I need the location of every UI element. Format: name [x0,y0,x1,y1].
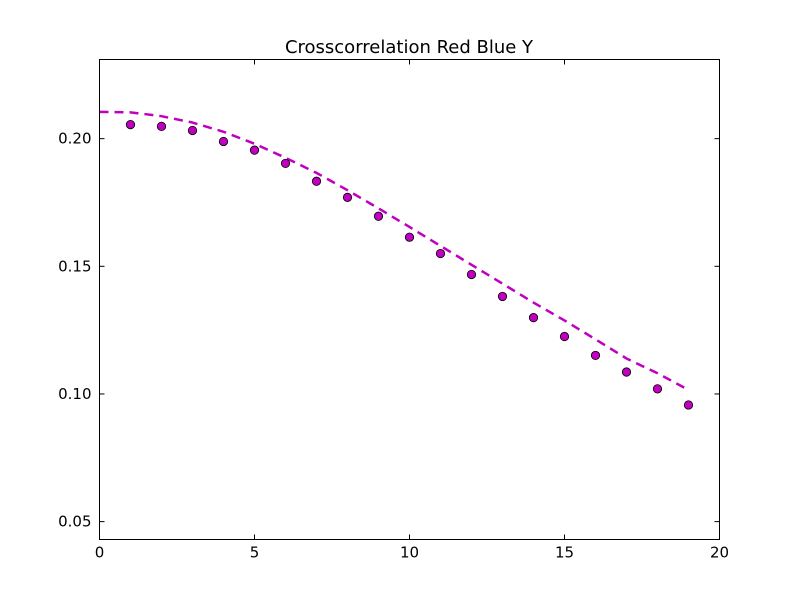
data-point [435,248,446,259]
plot-marks [99,110,694,410]
data-point [280,158,291,169]
data-point [652,384,663,394]
x-tick-label: 5 [250,544,260,562]
y-tick-label: 0.05 [58,513,91,531]
y-tick-label: 0.20 [58,130,91,148]
x-tick-label: 10 [400,544,419,562]
data-point [528,313,539,323]
data-point [373,211,384,221]
plot-frame [99,59,720,540]
data-point [187,125,198,136]
data-point [621,367,632,377]
data-point [311,176,322,186]
x-tick-label: 20 [710,544,729,562]
data-point [404,232,415,242]
data-point [683,400,694,410]
y-tick-label: 0.15 [58,257,91,275]
data-point [156,121,167,131]
data-point [249,145,260,155]
y-tick-label: 0.10 [58,385,91,403]
data-point [218,136,229,147]
x-tick-label: 0 [95,544,105,562]
x-tick-label: 15 [555,544,574,562]
chart-title: Crosscorrelation Red Blue Y [285,37,534,58]
axis-ticks: 0 5 10 15 20 0.05 0.10 0.15 0.20 [58,59,729,562]
data-point [342,192,353,202]
data-point [497,291,508,302]
data-point [559,331,570,342]
fit-line-dashed [99,110,690,391]
data-point [466,269,477,280]
data-point [125,120,136,130]
data-point [590,350,601,361]
